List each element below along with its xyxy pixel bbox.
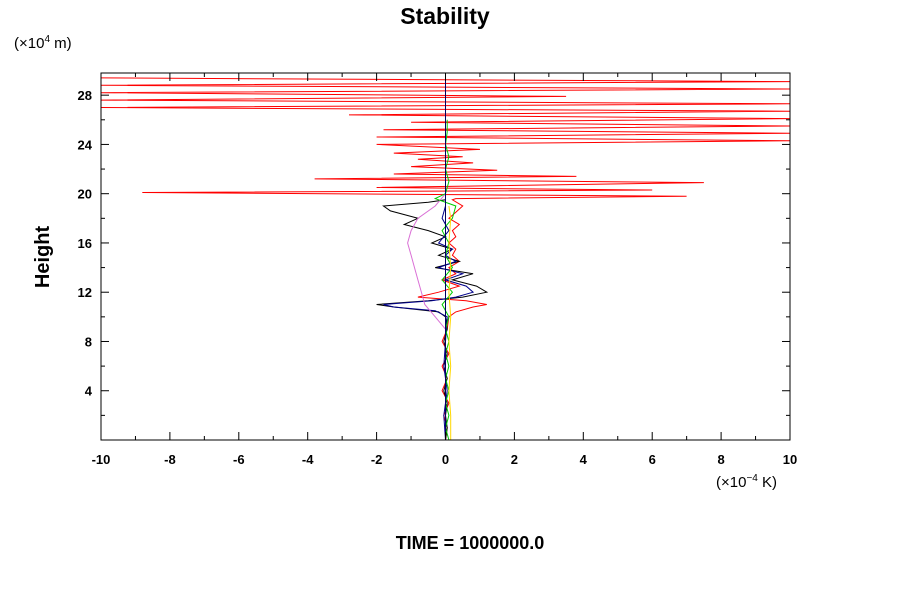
time-footer: TIME = 1000000.0 — [396, 533, 545, 553]
y-unit-label: (×104 m) — [14, 34, 72, 52]
series-line-5 — [433, 119, 457, 440]
y-tick-label: 4 — [85, 384, 93, 399]
x-unit-prefix: (×10 — [716, 474, 746, 491]
y-tick-label: 16 — [78, 236, 92, 251]
y-tick-label: 20 — [78, 187, 92, 202]
y-axis-label: Height — [32, 226, 54, 289]
series-line-1 — [101, 77, 790, 440]
y-unit-prefix: (×10 — [14, 35, 44, 52]
x-tick-label: -2 — [371, 452, 383, 467]
series-line-2 — [376, 73, 489, 440]
x-tick-label: 6 — [649, 452, 656, 467]
x-unit-exponent: −4 — [746, 473, 758, 484]
x-tick-label: 4 — [580, 452, 588, 467]
x-tick-label: 2 — [511, 452, 518, 467]
x-tick-label: -10 — [92, 452, 111, 467]
axes — [100, 72, 791, 441]
chart-title: Stability — [400, 3, 490, 29]
x-unit-label: (×10−4 K) — [716, 473, 777, 491]
y-unit-exponent: 4 — [44, 34, 50, 45]
x-tick-label: 0 — [442, 452, 449, 467]
y-unit-suffix: m) — [50, 35, 72, 52]
y-tick-label: 28 — [78, 88, 92, 103]
series-line-6 — [448, 205, 452, 440]
x-tick-label: -6 — [233, 452, 245, 467]
x-tick-label: -8 — [164, 452, 176, 467]
y-tick-label: 12 — [78, 285, 92, 300]
plot-lines — [101, 73, 790, 440]
x-unit-suffix: K) — [758, 474, 777, 491]
y-tick-label: 24 — [78, 137, 93, 152]
x-tick-label: 10 — [783, 452, 797, 467]
x-tick-label: 8 — [717, 452, 724, 467]
series-line-4 — [407, 193, 446, 330]
y-tick-label: 8 — [85, 334, 92, 349]
x-tick-label: -4 — [302, 452, 314, 467]
